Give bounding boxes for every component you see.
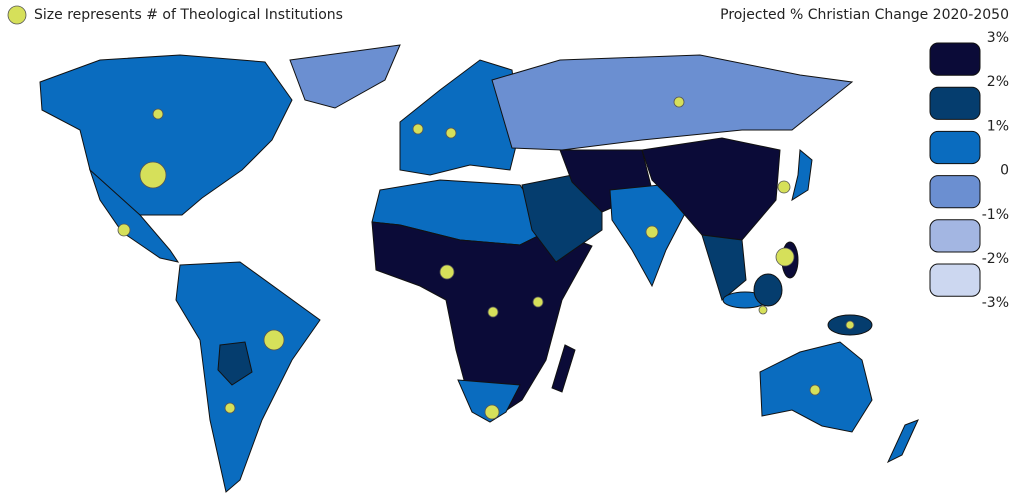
dot: [439, 264, 455, 280]
dot: [117, 223, 131, 237]
legend-label: -3%: [982, 295, 1009, 311]
legend-swatch: [929, 175, 981, 209]
sub-saharan-africa: [371, 221, 593, 421]
legend-swatch: [929, 130, 981, 165]
japan: [791, 148, 813, 202]
southeast-asia: [701, 234, 747, 301]
legend-label: -2%: [982, 251, 1009, 267]
dot: [139, 161, 167, 189]
dot: [845, 320, 855, 330]
legend-swatch: [929, 219, 981, 253]
legend: 3% 2% 1% 0 -1% -2% -3%: [929, 30, 1009, 311]
dot: [777, 180, 791, 194]
dot: [645, 225, 659, 239]
dot: [224, 402, 236, 414]
madagascar: [551, 344, 576, 393]
dot: [152, 108, 164, 120]
dot: [263, 329, 285, 351]
southern-africa: [457, 379, 521, 423]
bolivia: [217, 341, 253, 386]
borneo: [753, 273, 783, 307]
dot: [487, 306, 499, 318]
legend-swatch: [929, 86, 981, 120]
dot: [484, 404, 500, 420]
legend-dot: [7, 5, 27, 25]
institution-dots: [117, 96, 855, 420]
greenland: [289, 44, 401, 109]
world-map: [39, 44, 919, 493]
legend-label: 1%: [987, 118, 1009, 134]
legend-label: 3%: [987, 30, 1009, 46]
dot: [673, 96, 685, 108]
mexico-central-america: [88, 168, 180, 263]
dot: [532, 296, 544, 308]
legend-label: 2%: [987, 74, 1009, 90]
legend-swatch: [929, 263, 981, 297]
dot: [758, 305, 768, 315]
south-america: [175, 261, 321, 493]
size-note: Size represents # of Theological Institu…: [34, 7, 343, 23]
legend-label: -1%: [982, 207, 1009, 223]
dot: [775, 247, 795, 267]
europe: [399, 59, 521, 176]
new-zealand: [886, 419, 919, 464]
dot: [809, 384, 821, 396]
legend-swatch: [929, 42, 981, 76]
legend-label: 0: [1000, 163, 1009, 179]
russia: [491, 54, 854, 151]
north-america: [39, 54, 293, 216]
dot: [412, 123, 424, 135]
dot: [445, 127, 457, 139]
legend-title: Projected % Christian Change 2020-2050: [720, 7, 1009, 23]
